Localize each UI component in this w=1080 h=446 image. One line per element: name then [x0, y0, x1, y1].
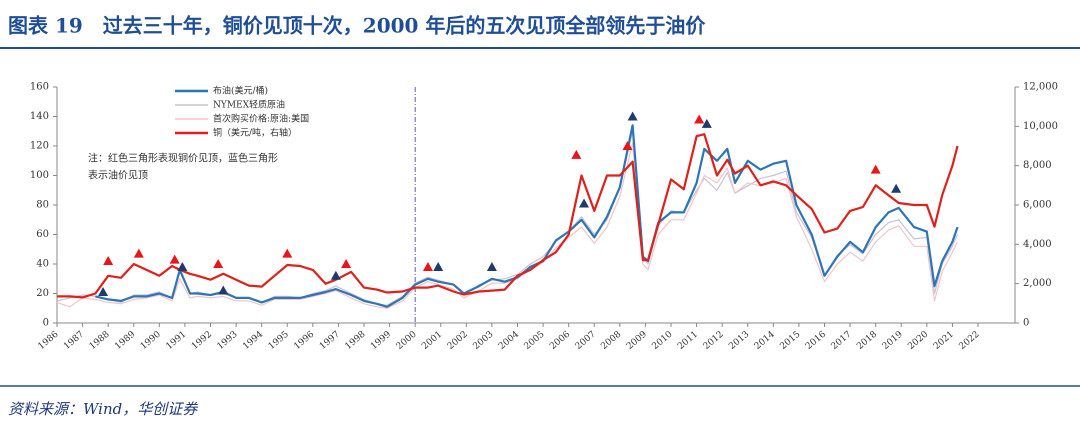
y-tick-label: 40: [36, 259, 49, 270]
x-tick-label: 2012: [702, 330, 726, 352]
x-tick-label: 2004: [497, 329, 521, 352]
x-tick-label: 2003: [471, 329, 495, 352]
x-tick-label: 1998: [344, 329, 368, 352]
y-tick-label: 120: [30, 141, 49, 152]
y-tick-label: 80: [36, 200, 49, 211]
y-tick-label: 20: [36, 288, 49, 299]
peak-marker: [282, 248, 293, 258]
y-tick-label: 0: [43, 318, 49, 329]
y2-tick-label: 0: [1023, 318, 1029, 329]
x-tick-label: 1994: [241, 329, 265, 352]
peak-marker: [177, 261, 188, 271]
y-tick-label: 160: [30, 82, 49, 93]
peak-marker: [330, 270, 341, 280]
source: 资料来源：Wind，华创证券: [8, 400, 198, 418]
note: 注：红色三角形表现铜价见顶，蓝色三角形: [88, 152, 278, 165]
legend-label: 铜（美元/吨，右轴）: [213, 127, 297, 139]
x-tick-label: 1986: [37, 329, 61, 352]
x-tick-label: 2005: [523, 329, 547, 352]
x-tick-label: 2016: [804, 329, 828, 352]
x-tick-label: 2009: [625, 329, 649, 352]
peak-marker: [694, 114, 705, 124]
peak-marker: [213, 259, 224, 268]
y2-tick-label: 2,000: [1023, 278, 1052, 289]
y2-tick-label: 6,000: [1023, 200, 1052, 211]
x-tick-label: 2017: [830, 329, 854, 352]
x-tick-label: 2018: [855, 329, 879, 352]
note: 表示油价见顶: [88, 169, 148, 182]
peak-marker: [571, 149, 582, 159]
y2-tick-label: 10,000: [1023, 121, 1058, 132]
peak-marker: [341, 259, 352, 268]
peak-marker: [133, 248, 144, 258]
x-tick-label: 1989: [113, 329, 137, 352]
x-tick-label: 2013: [727, 329, 751, 352]
x-tick-label: 2007: [574, 329, 598, 352]
peak-marker: [433, 261, 444, 271]
y2-tick-label: 12,000: [1023, 82, 1058, 93]
x-tick-label: 2010: [651, 329, 675, 352]
x-tick-label: 2000: [395, 329, 419, 352]
series-line: [57, 133, 959, 299]
chart-title: 图表 19 过去三十年，铜价见顶十次，2000 年后的五次见顶全部领先于油价: [8, 14, 706, 38]
y-tick-label: 100: [30, 170, 49, 181]
x-tick-label: 1996: [292, 329, 316, 352]
legend-label: 布油(美元/桶): [213, 85, 268, 97]
y-tick-label: 140: [30, 111, 49, 122]
x-tick-label: 1990: [139, 329, 163, 352]
x-tick-label: 1992: [190, 330, 214, 352]
peak-marker: [218, 285, 229, 295]
peak-marker: [103, 256, 114, 266]
peak-marker: [701, 118, 712, 128]
x-tick-label: 2014: [753, 329, 777, 352]
x-tick-label: 2002: [446, 330, 470, 352]
x-tick-label: 2001: [420, 330, 444, 352]
legend-label: 首次购买价格:原油:美国: [213, 113, 309, 125]
x-tick-label: 2011: [676, 330, 700, 352]
peak-marker: [891, 183, 902, 193]
series-line: [56, 142, 959, 309]
y2-tick-label: 8,000: [1023, 160, 1052, 171]
peak-marker: [169, 254, 180, 264]
peak-marker: [870, 164, 881, 174]
x-tick-label: 1993: [216, 329, 240, 352]
peak-marker: [422, 261, 433, 271]
x-tick-label: 2015: [778, 329, 802, 352]
x-tick-label: 1995: [267, 329, 291, 352]
x-tick-label: 1988: [88, 329, 112, 352]
peak-marker: [622, 141, 633, 150]
y-tick-label: 60: [36, 229, 49, 240]
x-tick-label: 1991: [164, 330, 188, 352]
x-tick-label: 1997: [318, 329, 342, 352]
x-tick-label: 2020: [906, 329, 930, 352]
peak-marker: [627, 111, 638, 121]
x-tick-label: 2006: [548, 329, 572, 352]
x-tick-label: 2019: [881, 329, 905, 352]
x-tick-label: 2022: [958, 330, 982, 352]
peak-marker: [98, 287, 109, 297]
legend-label: NYMEX轻质原油: [213, 99, 285, 111]
x-tick-label: 2008: [599, 329, 623, 352]
peak-marker: [486, 261, 497, 271]
x-tick-label: 1987: [62, 329, 86, 352]
x-tick-label: 1999: [369, 329, 393, 352]
x-tick-label: 2021: [932, 330, 956, 352]
peak-marker: [579, 198, 590, 208]
y2-tick-label: 4,000: [1023, 239, 1052, 250]
